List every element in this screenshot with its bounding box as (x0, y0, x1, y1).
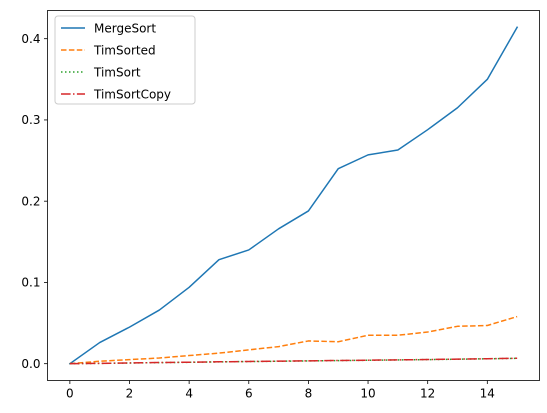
legend-label: TimSort (93, 65, 141, 79)
x-tick-label: 0 (66, 387, 74, 401)
x-tick-label: 8 (305, 387, 313, 401)
x-tick-label: 10 (360, 387, 375, 401)
legend: MergeSort TimSorted TimSort TimSortCopy (54, 15, 196, 105)
legend-entries: MergeSort TimSorted TimSort TimSortCopy (61, 21, 171, 101)
series-line-timsorted (69, 315, 518, 365)
y-tick-label: 0.0 (21, 357, 40, 371)
x-tick-label: 12 (420, 387, 435, 401)
axes-frame (47, 10, 540, 381)
legend-label: MergeSort (94, 21, 156, 35)
legend-label: TimSorted (93, 43, 156, 57)
y-tick-label: 0.2 (21, 194, 40, 208)
y-tick-label: 0.3 (21, 113, 40, 127)
y-axis-ticks: 0.0 0.1 0.2 0.3 0.4 (21, 32, 48, 371)
legend-label: TimSortCopy (93, 87, 171, 101)
y-tick-label: 0.4 (21, 32, 40, 46)
series-line-mergesort (68, 26, 519, 365)
series-line-timsortcopy (69, 357, 518, 365)
x-tick-label: 14 (480, 387, 495, 401)
x-tick-label: 4 (185, 387, 193, 401)
x-tick-label: 2 (126, 387, 134, 401)
x-tick-label: 6 (245, 387, 253, 401)
plot-lines (68, 26, 519, 365)
x-axis-ticks: 0 2 4 6 8 10 12 14 (66, 380, 495, 401)
legend-box (54, 15, 196, 105)
y-tick-label: 0.1 (21, 276, 40, 290)
